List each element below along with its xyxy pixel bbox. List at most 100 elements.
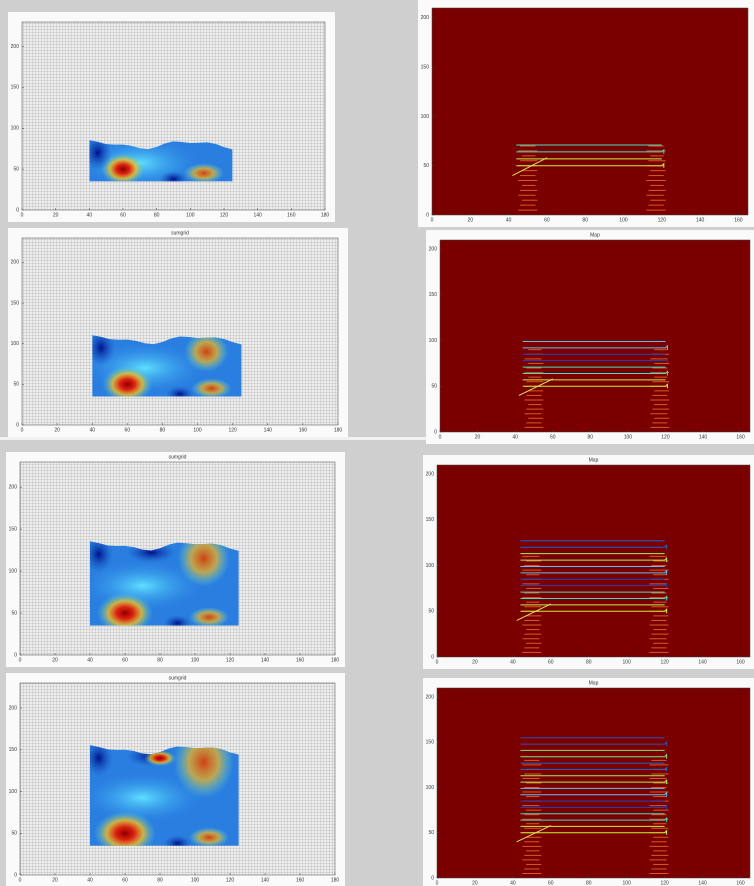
x-tick-label: 140 [699,434,708,440]
y-tick-label: 100 [9,568,18,574]
x-tick-label: 40 [87,657,93,663]
y-tick-label: 100 [11,126,20,132]
plot-title: Map [590,232,600,238]
y-tick-label: 200 [9,485,18,491]
axes [437,465,750,657]
heatmap-blob [192,378,232,398]
y-tick-label: 200 [421,15,430,21]
y-tick-label: 100 [429,338,438,344]
x-tick-label: 160 [736,659,745,665]
y-tick-label: 200 [426,694,435,700]
y-tick-label: 50 [423,163,429,169]
x-tick-label: 80 [586,880,592,886]
x-tick-label: 140 [253,212,262,218]
y-tick-label: 50 [11,610,17,616]
x-tick-label: 40 [87,877,93,883]
figure-grid: 0204060801001201401601800501001502000204… [0,0,754,886]
x-tick-label: 180 [331,877,340,883]
y-tick-label: 0 [14,652,17,658]
x-tick-label: 120 [220,212,229,218]
x-tick-label: 140 [698,880,707,886]
x-tick-label: 120 [660,880,669,886]
x-tick-label: 60 [544,217,550,223]
x-tick-label: 0 [19,657,22,663]
y-tick-label: 0 [431,875,434,881]
x-tick-label: 40 [87,212,93,218]
x-tick-label: 100 [186,212,195,218]
x-tick-label: 40 [506,217,512,223]
y-tick-label: 0 [434,429,437,435]
plot-title: sumgrid [169,675,187,681]
x-tick-label: 160 [736,880,745,886]
x-tick-label: 160 [736,434,745,440]
x-tick-label: 100 [191,657,200,663]
y-tick-label: 50 [11,831,17,837]
x-tick-label: 20 [472,880,478,886]
heatmap-blob [189,827,229,847]
y-tick-label: 200 [9,705,18,711]
y-tick-label: 50 [431,384,437,390]
x-tick-label: 140 [264,427,273,433]
x-tick-label: 0 [431,217,434,223]
x-tick-label: 80 [582,217,588,223]
y-tick-label: 50 [428,830,434,836]
x-tick-label: 0 [436,880,439,886]
y-tick-label: 150 [9,747,18,753]
y-tick-label: 50 [13,382,19,388]
x-tick-label: 80 [160,427,166,433]
x-tick-label: 140 [261,657,270,663]
x-tick-label: 120 [228,427,237,433]
x-tick-label: 60 [122,657,128,663]
y-tick-label: 150 [426,740,435,746]
x-tick-label: 40 [510,659,516,665]
x-tick-label: 0 [439,434,442,440]
x-tick-label: 40 [512,434,518,440]
x-tick-label: 60 [548,880,554,886]
y-tick-label: 200 [429,246,438,252]
y-tick-label: 150 [426,517,435,523]
x-tick-label: 20 [475,434,481,440]
x-tick-label: 140 [696,217,705,223]
x-tick-label: 160 [296,877,305,883]
x-tick-label: 120 [226,657,235,663]
x-tick-label: 0 [19,877,22,883]
y-tick-label: 50 [428,609,434,615]
axes [437,688,750,878]
x-tick-label: 100 [624,434,633,440]
axes [22,22,325,210]
x-tick-label: 140 [261,877,270,883]
x-tick-label: 0 [21,212,24,218]
x-tick-label: 40 [510,880,516,886]
plot-title: sumgrid [171,230,189,236]
x-tick-label: 160 [296,657,305,663]
x-tick-label: 20 [52,657,58,663]
x-tick-label: 20 [52,877,58,883]
x-tick-label: 100 [619,217,628,223]
x-tick-label: 120 [661,434,670,440]
axes [22,238,338,425]
y-tick-label: 100 [9,789,18,795]
x-tick-label: 100 [193,427,202,433]
y-tick-label: 100 [426,563,435,569]
y-tick-label: 150 [11,85,20,91]
x-tick-label: 20 [472,659,478,665]
x-tick-label: 80 [157,877,163,883]
axes [432,8,748,215]
y-tick-label: 150 [9,526,18,532]
x-tick-label: 180 [321,212,330,218]
x-tick-label: 120 [658,217,667,223]
x-tick-label: 80 [157,657,163,663]
x-tick-label: 20 [54,427,60,433]
y-tick-label: 50 [13,166,19,172]
x-tick-label: 100 [623,659,632,665]
x-tick-label: 40 [89,427,95,433]
y-tick-label: 150 [11,300,20,306]
y-tick-label: 100 [11,341,20,347]
x-tick-label: 180 [331,657,340,663]
x-tick-label: 120 [226,877,235,883]
y-tick-label: 150 [429,292,438,298]
y-tick-label: 0 [16,207,19,213]
x-tick-label: 60 [550,434,556,440]
axes [440,240,750,432]
heatmap-blob [189,607,229,627]
